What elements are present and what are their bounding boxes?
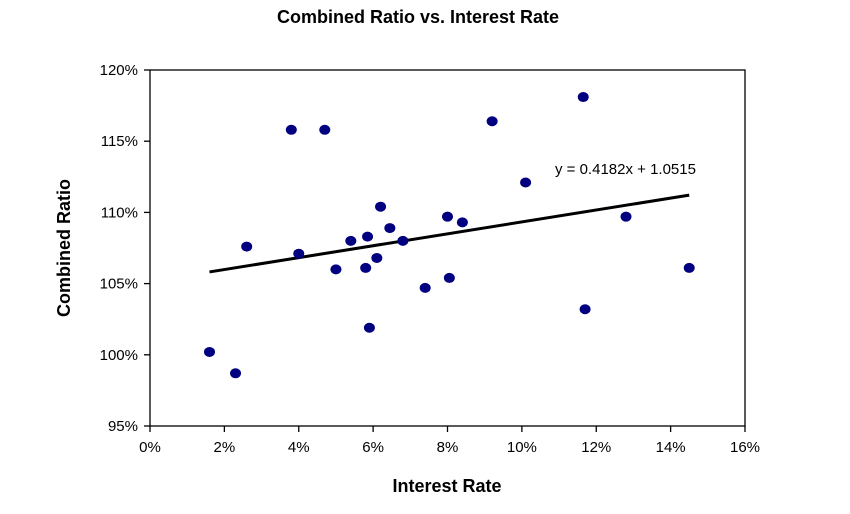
x-tick-label: 0%	[139, 439, 161, 456]
x-tick-label: 10%	[507, 439, 537, 456]
x-tick-label: 16%	[730, 439, 760, 456]
x-axis-title: Interest Rate	[392, 476, 501, 496]
y-axis: 95% 100% 105% 110% 115% 120%	[100, 62, 150, 435]
y-tick-label: 105%	[100, 276, 138, 293]
data-point	[371, 252, 383, 263]
data-point	[579, 304, 591, 315]
x-tick-label: 12%	[581, 439, 611, 456]
data-point	[683, 262, 695, 273]
y-tick-label: 95%	[108, 418, 138, 435]
chart-title: Combined Ratio vs. Interest Rate	[277, 7, 559, 27]
data-point	[230, 368, 242, 379]
x-tick-label: 8%	[437, 439, 459, 456]
data-point	[456, 217, 468, 228]
trendline	[209, 193, 690, 274]
data-point	[375, 201, 387, 212]
data-point	[285, 124, 297, 135]
data-point	[384, 223, 396, 234]
x-tick-label: 14%	[656, 439, 686, 456]
data-point	[360, 262, 372, 273]
x-axis: 0% 2% 4% 6% 8% 10% 12% 14% 16%	[139, 426, 760, 456]
y-tick-label: 110%	[101, 204, 138, 221]
data-point	[520, 177, 532, 188]
data-point	[204, 346, 215, 357]
data-point	[319, 124, 331, 135]
x-tick-label: 4%	[288, 439, 310, 456]
data-points	[204, 92, 695, 379]
data-point	[443, 272, 455, 283]
y-axis-title: Combined Ratio	[54, 179, 74, 317]
data-point	[397, 235, 409, 246]
data-point	[363, 322, 375, 333]
data-point	[419, 282, 431, 293]
data-point	[362, 231, 374, 242]
data-point	[577, 92, 589, 103]
y-tick-label: 120%	[100, 62, 138, 79]
x-tick-label: 6%	[362, 439, 384, 456]
x-tick-label: 2%	[214, 439, 236, 456]
data-point	[345, 235, 357, 246]
data-point	[241, 241, 253, 252]
data-point	[330, 264, 342, 275]
y-tick-label: 100%	[100, 347, 138, 364]
data-point	[620, 211, 632, 222]
data-point	[442, 211, 453, 222]
y-tick-label: 115%	[101, 133, 138, 150]
trendline-equation: y = 0.4182x + 1.0515	[555, 161, 696, 178]
data-point	[293, 248, 305, 259]
data-point	[486, 116, 498, 127]
